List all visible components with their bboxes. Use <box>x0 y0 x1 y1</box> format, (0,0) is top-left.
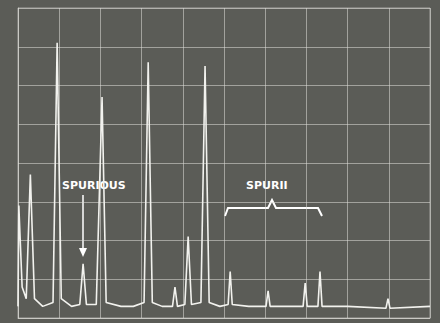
svg-text:SPURIOUS: SPURIOUS <box>62 179 126 192</box>
svg-text:SPURII: SPURII <box>246 179 288 192</box>
